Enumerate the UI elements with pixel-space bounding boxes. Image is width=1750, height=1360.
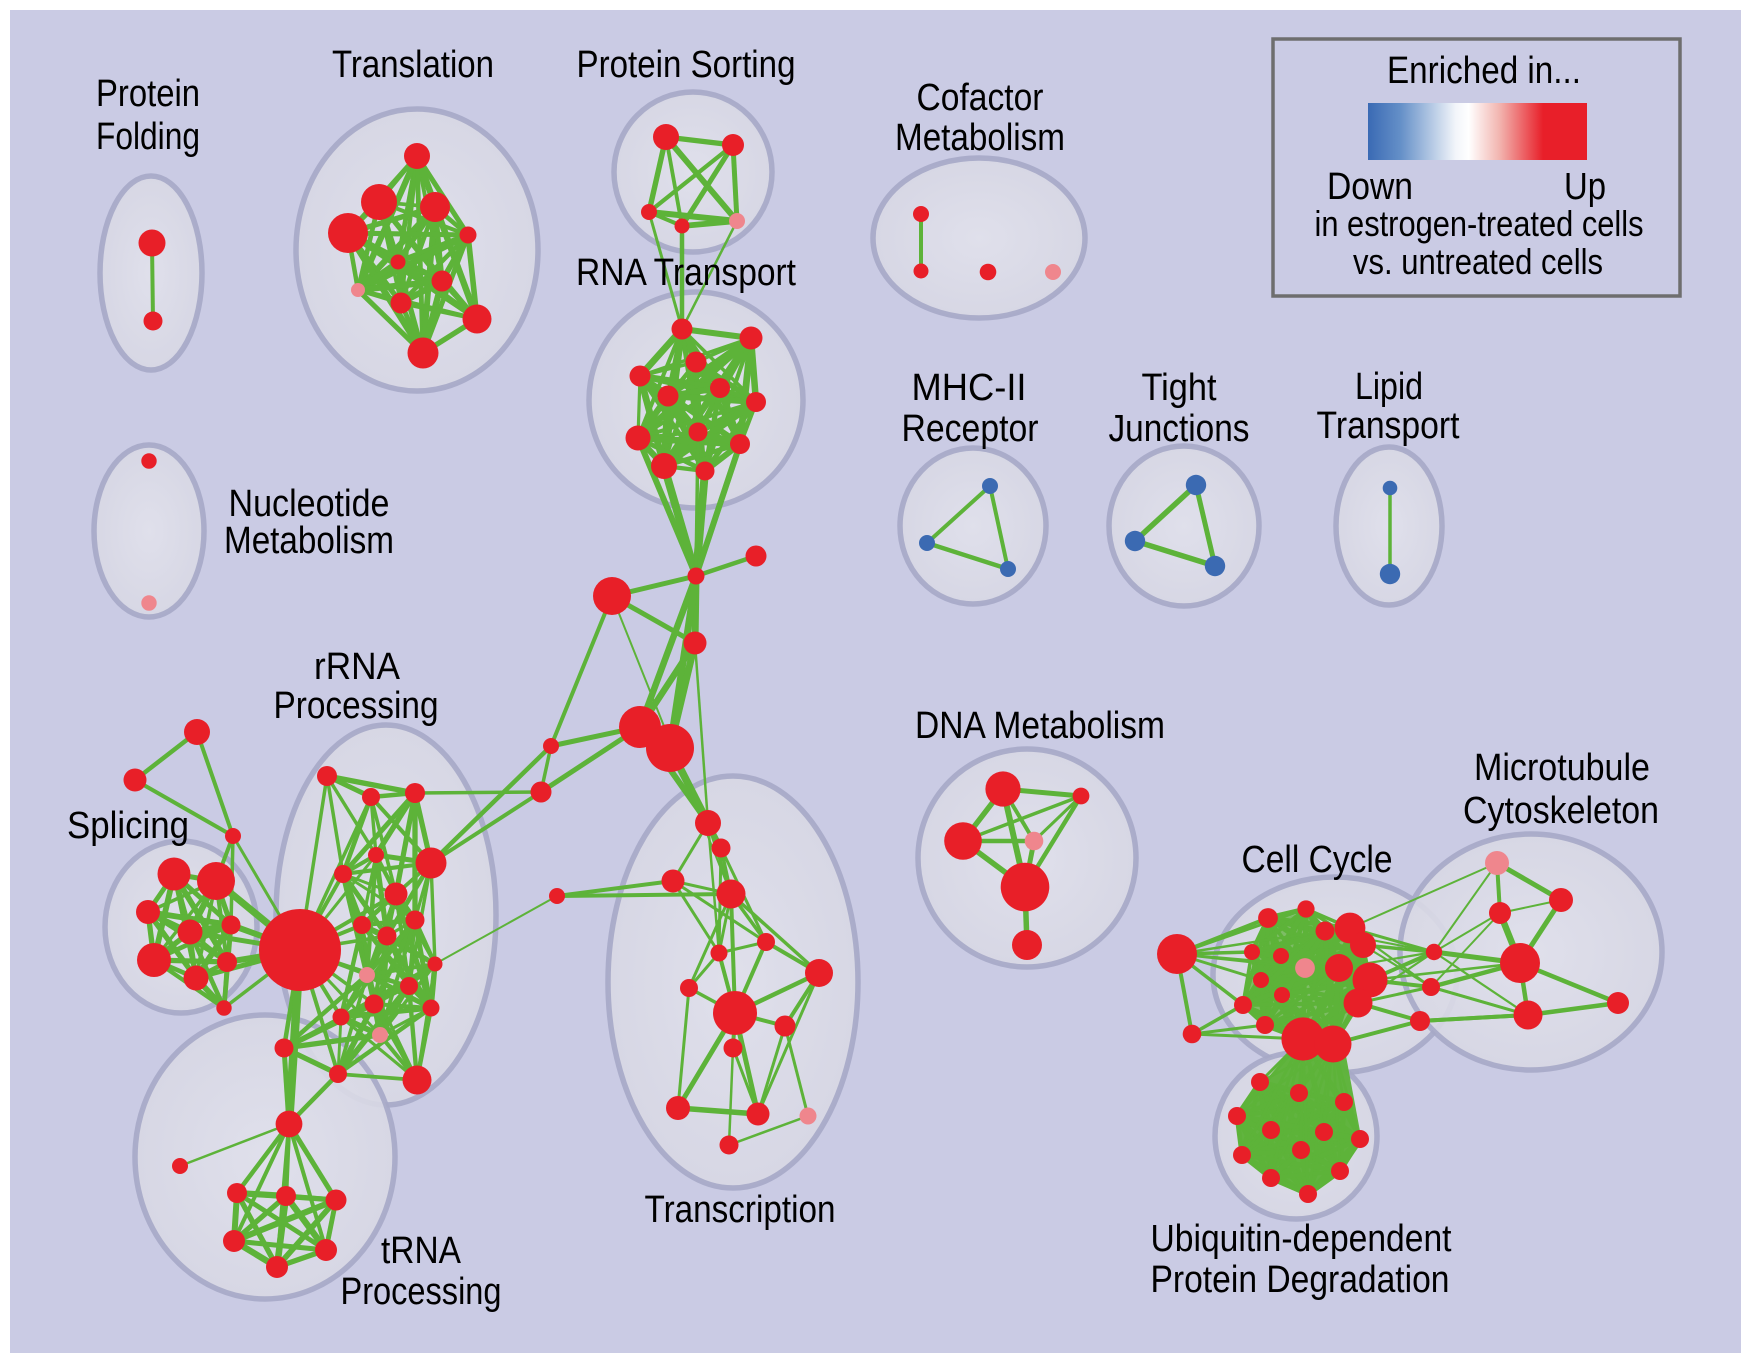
svg-text:Enriched in...: Enriched in... bbox=[1387, 50, 1581, 92]
svg-text:Metabolism: Metabolism bbox=[895, 117, 1065, 159]
svg-text:RNA Transport: RNA Transport bbox=[576, 252, 796, 294]
svg-text:Microtubule: Microtubule bbox=[1474, 747, 1650, 789]
svg-text:Processing: Processing bbox=[341, 1271, 502, 1313]
svg-text:Junctions: Junctions bbox=[1109, 408, 1250, 450]
svg-text:Cytoskeleton: Cytoskeleton bbox=[1463, 790, 1659, 832]
svg-text:Up: Up bbox=[1564, 166, 1606, 208]
svg-text:tRNA: tRNA bbox=[381, 1230, 462, 1272]
svg-text:Transcription: Transcription bbox=[645, 1189, 836, 1231]
svg-text:vs. untreated cells: vs. untreated cells bbox=[1353, 241, 1603, 282]
svg-text:Protein: Protein bbox=[96, 73, 200, 115]
svg-text:Lipid: Lipid bbox=[1355, 366, 1423, 408]
svg-text:rRNA: rRNA bbox=[314, 646, 401, 688]
svg-text:Transport: Transport bbox=[1317, 405, 1460, 447]
svg-text:Cofactor: Cofactor bbox=[917, 77, 1044, 119]
svg-text:Metabolism: Metabolism bbox=[224, 520, 394, 562]
svg-text:Translation: Translation bbox=[332, 44, 494, 86]
svg-text:Down: Down bbox=[1327, 166, 1413, 208]
svg-text:Cell Cycle: Cell Cycle bbox=[1242, 839, 1393, 881]
svg-text:Folding: Folding bbox=[96, 116, 200, 158]
svg-text:Nucleotide: Nucleotide bbox=[229, 483, 390, 525]
svg-text:Tight: Tight bbox=[1142, 367, 1217, 409]
svg-text:Receptor: Receptor bbox=[902, 408, 1039, 450]
svg-text:in estrogen-treated cells: in estrogen-treated cells bbox=[1315, 203, 1644, 244]
svg-text:Splicing: Splicing bbox=[67, 805, 189, 847]
svg-text:Ubiquitin-dependent: Ubiquitin-dependent bbox=[1151, 1218, 1452, 1260]
svg-text:MHC-II: MHC-II bbox=[912, 367, 1027, 409]
svg-text:Protein Degradation: Protein Degradation bbox=[1151, 1259, 1450, 1301]
svg-text:DNA Metabolism: DNA Metabolism bbox=[915, 705, 1165, 747]
svg-text:Protein Sorting: Protein Sorting bbox=[577, 44, 796, 86]
svg-text:Processing: Processing bbox=[274, 685, 439, 727]
